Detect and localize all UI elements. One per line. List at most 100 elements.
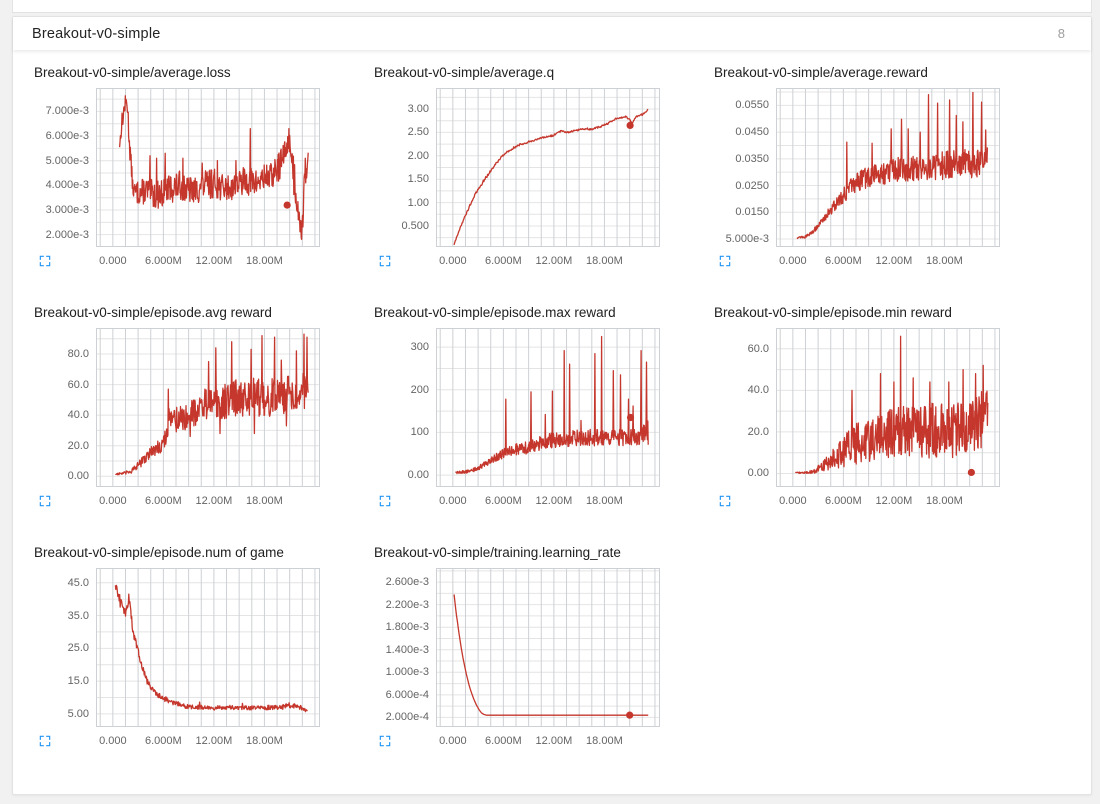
fullscreen-corners-icon[interactable] xyxy=(718,254,732,268)
x-axis-labels: 0.000 6.000M 12.00M 18.00M xyxy=(776,489,1002,511)
x-tick-label: 12.00M xyxy=(535,735,573,747)
y-tick-label: 20.0 xyxy=(747,425,769,438)
chart-plot-area[interactable] xyxy=(96,88,322,249)
chart-plot-area[interactable] xyxy=(96,328,322,489)
y-tick-label: 3.000e-3 xyxy=(45,204,89,217)
section-header[interactable]: Breakout-v0-simple 8 xyxy=(13,17,1091,50)
y-tick-label: 5.00 xyxy=(67,707,89,720)
y-tick-label: 80.0 xyxy=(67,347,89,360)
y-tick-label: 4.000e-3 xyxy=(45,179,89,192)
data-series-line xyxy=(794,335,989,475)
x-tick-label: 6.000M xyxy=(145,255,182,267)
line-chart-svg xyxy=(776,88,1000,247)
fullscreen-corners-icon[interactable] xyxy=(378,254,392,268)
y-tick-label: 2.50 xyxy=(407,126,429,139)
y-tick-label: 20.0 xyxy=(67,439,89,452)
latest-point-marker[interactable] xyxy=(283,201,291,209)
y-tick-label: 300 xyxy=(410,341,429,354)
y-tick-label: 3.00 xyxy=(407,103,429,116)
latest-point-marker[interactable] xyxy=(626,413,635,422)
data-series-line xyxy=(455,335,649,475)
y-axis-labels: 5.00 15.0 25.0 35.0 45.0 xyxy=(34,568,96,729)
chart-title: Breakout-v0-simple/average.q xyxy=(374,65,555,80)
y-tick-label: 2.600e-3 xyxy=(385,576,429,589)
fullscreen-corners-icon[interactable] xyxy=(38,734,52,748)
chart-card: Breakout-v0-simple/episode.max reward 0.… xyxy=(374,304,696,516)
chart-title: Breakout-v0-simple/average.loss xyxy=(34,65,231,80)
chart-plot-area[interactable] xyxy=(436,328,662,489)
fullscreen-corners-icon[interactable] xyxy=(718,494,732,508)
previous-section-edge xyxy=(12,0,1092,13)
fullscreen-corners-icon[interactable] xyxy=(38,254,52,268)
y-tick-label: 0.0250 xyxy=(735,179,769,192)
y-tick-label: 200 xyxy=(410,383,429,396)
x-tick-label: 0.000 xyxy=(779,495,807,507)
latest-point-marker[interactable] xyxy=(626,711,634,719)
x-tick-label: 12.00M xyxy=(195,495,233,507)
latest-point-marker[interactable] xyxy=(626,121,634,130)
chart-plot-area[interactable] xyxy=(776,88,1002,249)
x-tick-label: 6.000M xyxy=(825,255,862,267)
x-axis-labels: 0.000 6.000M 12.00M 18.00M xyxy=(776,249,1002,271)
fullscreen-corners-icon[interactable] xyxy=(38,494,52,508)
y-tick-label: 2.000e-3 xyxy=(45,228,89,241)
x-tick-label: 18.00M xyxy=(926,495,963,507)
y-axis-labels: 0.00 100 200 300 xyxy=(374,328,436,489)
y-axis-labels: 5.000e-3 0.0150 0.0250 0.0350 0.0450 0.0550 xyxy=(714,88,776,249)
x-tick-label: 0.000 xyxy=(99,255,127,267)
latest-point-marker[interactable] xyxy=(967,468,975,477)
y-tick-label: 2.000e-4 xyxy=(385,711,429,724)
y-axis-labels: 0.00 20.0 40.0 60.0 xyxy=(714,328,776,489)
x-tick-label: 18.00M xyxy=(586,735,623,747)
y-tick-label: 5.000e-3 xyxy=(725,232,769,245)
y-tick-label: 25.0 xyxy=(67,642,89,655)
x-axis-labels: 0.000 6.000M 12.00M 18.00M xyxy=(96,729,322,751)
chart-plot-area[interactable] xyxy=(436,88,662,249)
y-tick-label: 35.0 xyxy=(67,609,89,622)
x-tick-label: 0.000 xyxy=(99,735,127,747)
y-tick-label: 1.50 xyxy=(407,173,429,186)
x-tick-label: 6.000M xyxy=(145,735,182,747)
x-axis-labels: 0.000 6.000M 12.00M 18.00M xyxy=(96,489,322,511)
y-tick-label: 45.0 xyxy=(67,576,89,589)
chart-card: Breakout-v0-simple/average.loss 2.000e-3… xyxy=(34,64,356,276)
y-tick-label: 0.0550 xyxy=(735,99,769,112)
chart-plot-area[interactable] xyxy=(96,568,322,729)
x-tick-label: 6.000M xyxy=(485,495,522,507)
x-tick-label: 0.000 xyxy=(99,495,127,507)
x-tick-label: 6.000M xyxy=(145,495,182,507)
section-title: Breakout-v0-simple xyxy=(32,25,161,42)
x-tick-label: 12.00M xyxy=(195,735,233,747)
y-tick-label: 0.0450 xyxy=(735,126,769,139)
x-axis-labels: 0.000 6.000M 12.00M 18.00M xyxy=(436,489,662,511)
x-tick-label: 18.00M xyxy=(586,255,623,267)
x-axis-labels: 0.000 6.000M 12.00M 18.00M xyxy=(96,249,322,271)
y-tick-label: 0.500 xyxy=(401,219,429,232)
chart-title: Breakout-v0-simple/episode.avg reward xyxy=(34,305,272,320)
chart-title: Breakout-v0-simple/training.learning_rat… xyxy=(374,545,621,560)
y-tick-label: 60.0 xyxy=(747,342,769,355)
y-tick-label: 1.000e-3 xyxy=(385,666,429,679)
chart-card: Breakout-v0-simple/average.q 0.500 1.00 1.… xyxy=(374,64,696,276)
y-tick-label: 0.00 xyxy=(747,467,769,480)
chart-plot-area[interactable] xyxy=(776,328,1002,489)
charts-grid: Breakout-v0-simple/average.loss 2.000e-3… xyxy=(13,50,1091,756)
chart-title: Breakout-v0-simple/episode.num of game xyxy=(34,545,284,560)
line-chart-svg xyxy=(436,88,660,247)
chart-card: Breakout-v0-simple/episode.avg reward 0.… xyxy=(34,304,356,516)
x-tick-label: 12.00M xyxy=(195,255,233,267)
line-chart-svg xyxy=(436,568,660,727)
chart-title: Breakout-v0-simple/average.reward xyxy=(714,65,928,80)
fullscreen-corners-icon[interactable] xyxy=(378,494,392,508)
y-tick-label: 2.200e-3 xyxy=(385,598,429,611)
y-tick-label: 1.800e-3 xyxy=(385,621,429,634)
data-series-line xyxy=(115,333,309,476)
y-axis-labels: 2.000e-3 3.000e-3 4.000e-3 5.000e-3 6.000e-3… xyxy=(34,88,96,249)
y-tick-label: 40.0 xyxy=(67,409,89,422)
fullscreen-corners-icon[interactable] xyxy=(378,734,392,748)
data-series-line xyxy=(453,594,649,716)
chart-plot-area[interactable] xyxy=(436,568,662,729)
y-axis-labels: 0.500 1.00 1.50 2.00 2.50 3.00 xyxy=(374,88,436,249)
run-section-card: Breakout-v0-simple 8 Breakout-v0-simple/… xyxy=(12,16,1092,795)
